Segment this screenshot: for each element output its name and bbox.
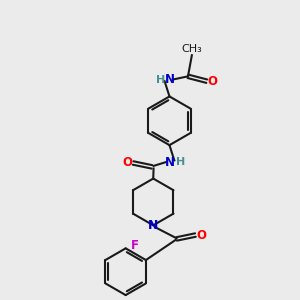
Text: N: N <box>164 155 175 169</box>
Text: O: O <box>123 157 133 169</box>
Text: H: H <box>156 75 165 85</box>
Text: F: F <box>131 239 139 252</box>
Text: O: O <box>196 229 206 242</box>
Text: N: N <box>148 219 158 232</box>
Text: CH₃: CH₃ <box>182 44 202 54</box>
Text: N: N <box>164 73 175 86</box>
Text: O: O <box>207 75 217 88</box>
Text: H: H <box>176 157 185 167</box>
